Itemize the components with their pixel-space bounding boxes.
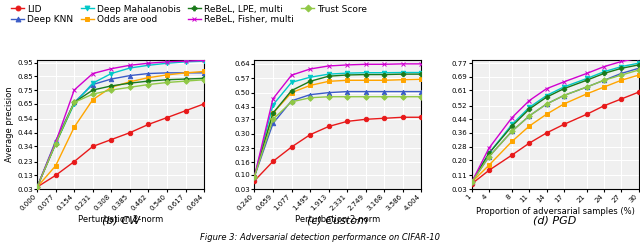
X-axis label: Proportion of adversarial samples (%): Proportion of adversarial samples (%): [476, 207, 635, 216]
X-axis label: Perturbation 2-norm: Perturbation 2-norm: [78, 215, 163, 224]
Text: (d) PGD: (d) PGD: [534, 216, 577, 226]
Legend: LID, Deep KNN, Deep Mahalanobis, Odds are ood, ReBeL, LPE, multi, ReBeL, Fisher,: LID, Deep KNN, Deep Mahalanobis, Odds ar…: [11, 4, 367, 24]
Text: (c) Custom: (c) Custom: [307, 216, 369, 226]
Text: Figure 3: Adversarial detection performance on CIFAR-10: Figure 3: Adversarial detection performa…: [200, 233, 440, 242]
Y-axis label: Average precision: Average precision: [5, 87, 15, 162]
Text: (b) CW: (b) CW: [102, 216, 140, 226]
X-axis label: Perturbation 2-norm: Perturbation 2-norm: [295, 215, 381, 224]
